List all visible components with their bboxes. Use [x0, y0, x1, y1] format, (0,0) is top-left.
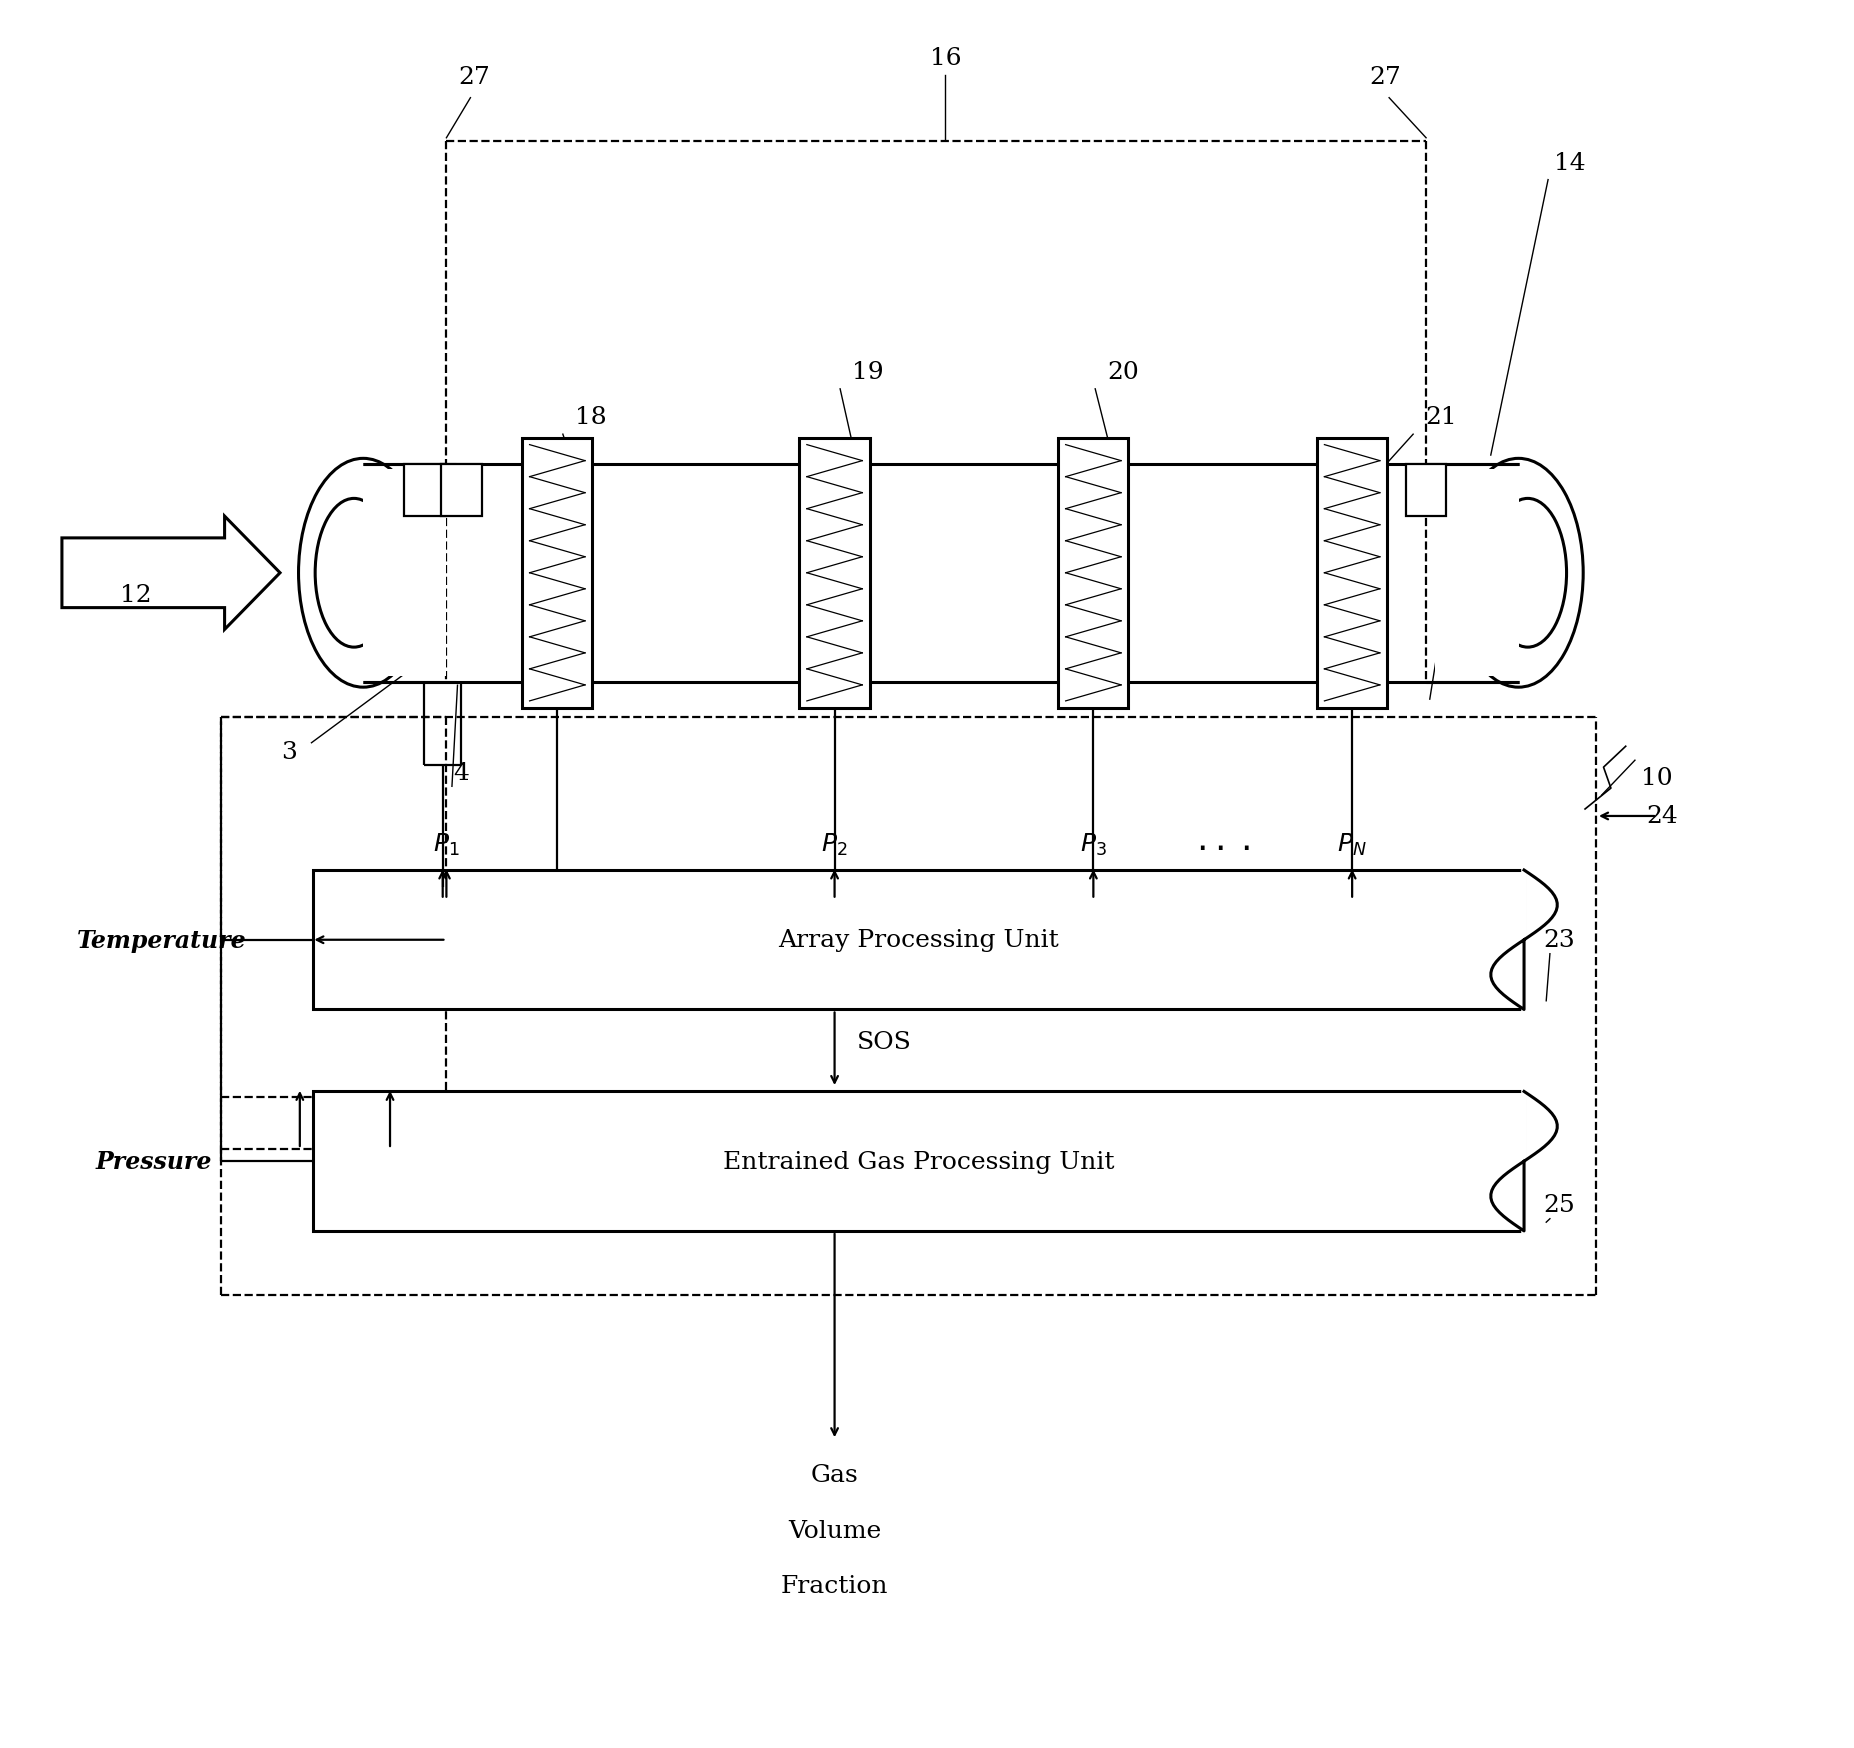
- Bar: [1059, 439, 1129, 708]
- Text: SOS: SOS: [857, 1031, 912, 1054]
- Bar: [523, 439, 593, 708]
- Text: 20: 20: [1107, 360, 1138, 383]
- Text: 24: 24: [1646, 806, 1678, 829]
- Text: $P_N$: $P_N$: [1337, 832, 1366, 858]
- Text: 10: 10: [1641, 767, 1672, 790]
- Text: 18: 18: [575, 406, 606, 428]
- Bar: [404, 465, 445, 517]
- Text: 3: 3: [282, 741, 297, 764]
- Bar: [1405, 465, 1446, 517]
- Bar: [363, 470, 447, 676]
- Text: 21: 21: [1426, 406, 1457, 428]
- Text: 16: 16: [929, 47, 960, 70]
- Text: Array Processing Unit: Array Processing Unit: [779, 928, 1059, 951]
- Text: $\cdot\cdot\cdot$: $\cdot\cdot\cdot$: [1196, 830, 1250, 865]
- Bar: [1435, 470, 1518, 676]
- Text: 23: 23: [1543, 928, 1576, 951]
- Text: 25: 25: [1543, 1194, 1576, 1217]
- Text: Fraction: Fraction: [781, 1575, 888, 1598]
- Text: 22: 22: [1457, 605, 1489, 628]
- Text: Pressure: Pressure: [95, 1150, 211, 1173]
- Text: 14: 14: [1554, 152, 1585, 175]
- Text: 12: 12: [121, 584, 152, 607]
- Text: Temperature: Temperature: [76, 928, 247, 953]
- Text: Gas: Gas: [810, 1463, 858, 1486]
- Bar: [799, 439, 870, 708]
- Text: 27: 27: [1370, 66, 1402, 89]
- Bar: [313, 871, 1524, 1010]
- Text: 19: 19: [853, 360, 884, 383]
- Bar: [441, 465, 482, 517]
- Text: Volume: Volume: [788, 1519, 881, 1542]
- Text: 4: 4: [452, 762, 469, 785]
- Text: $P_3$: $P_3$: [1079, 832, 1107, 858]
- Text: 27: 27: [458, 66, 489, 89]
- Bar: [1316, 439, 1387, 708]
- Text: $P_1$: $P_1$: [434, 832, 460, 858]
- Text: $P_2$: $P_2$: [821, 832, 847, 858]
- Text: Entrained Gas Processing Unit: Entrained Gas Processing Unit: [723, 1150, 1114, 1173]
- Bar: [313, 1092, 1524, 1231]
